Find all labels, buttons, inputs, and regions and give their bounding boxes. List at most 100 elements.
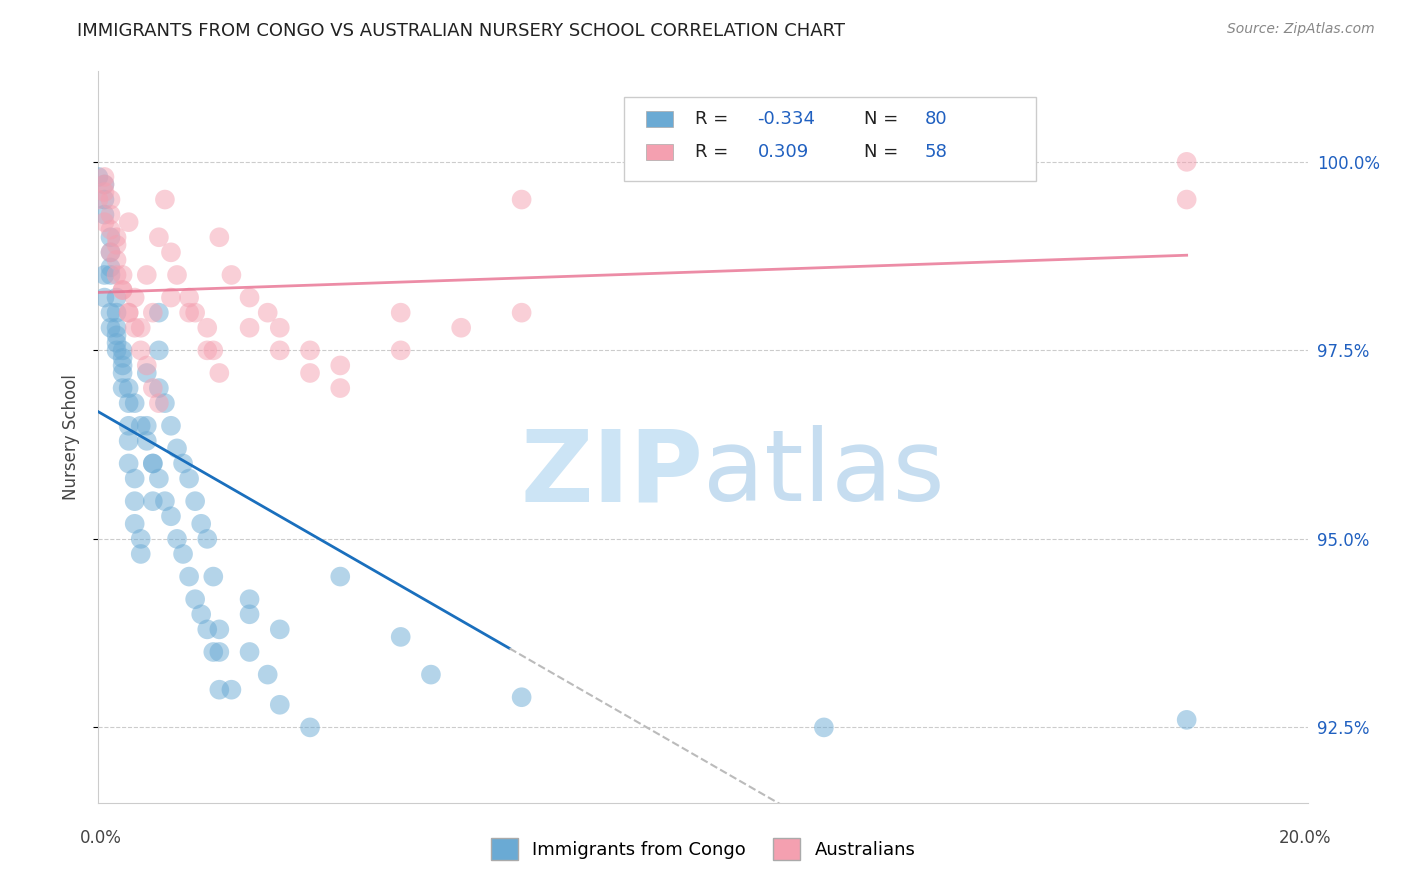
Point [172, 457, 194, 471]
Point [239, 607, 262, 622]
Point [124, 396, 146, 410]
Point [93, 193, 115, 207]
Point [202, 569, 225, 583]
Point [124, 471, 146, 485]
Point [239, 291, 262, 305]
Point [93, 178, 115, 192]
Point [105, 291, 128, 305]
Point [124, 320, 146, 334]
Point [118, 418, 141, 433]
Point [239, 645, 262, 659]
Point [450, 320, 472, 334]
Point [129, 320, 152, 334]
Point [118, 381, 141, 395]
Point [100, 245, 122, 260]
Point [510, 306, 533, 320]
Point [1175, 154, 1198, 169]
Point [195, 532, 218, 546]
Point [190, 607, 212, 622]
Point [166, 268, 188, 282]
Point [93, 169, 115, 184]
Point [118, 215, 141, 229]
Point [160, 291, 183, 305]
Point [208, 645, 231, 659]
Point [153, 193, 176, 207]
Point [184, 306, 207, 320]
Point [221, 682, 243, 697]
Point [166, 442, 188, 456]
Point [148, 343, 170, 358]
Point [93, 268, 115, 282]
Point [148, 396, 170, 410]
Text: R =: R = [695, 110, 734, 128]
Point [160, 245, 183, 260]
Point [329, 569, 352, 583]
Point [100, 245, 122, 260]
Point [148, 381, 170, 395]
Point [269, 623, 291, 637]
Point [813, 720, 835, 734]
Bar [647, 144, 673, 160]
Point [510, 690, 533, 705]
Point [111, 366, 134, 380]
Point [111, 359, 134, 373]
Point [160, 418, 183, 433]
Bar [647, 111, 673, 127]
Point [105, 343, 128, 358]
Point [100, 193, 122, 207]
Point [179, 291, 201, 305]
Point [135, 268, 157, 282]
Point [208, 366, 231, 380]
Point [100, 208, 122, 222]
Point [87, 193, 110, 207]
Point [299, 720, 322, 734]
Point [135, 359, 157, 373]
Point [118, 306, 141, 320]
Point [239, 320, 262, 334]
Point [420, 667, 443, 681]
Point [93, 208, 115, 222]
Point [118, 306, 141, 320]
Point [239, 592, 262, 607]
Point [111, 343, 134, 358]
Point [93, 215, 115, 229]
Point [142, 381, 165, 395]
Point [389, 306, 412, 320]
Point [389, 630, 412, 644]
Y-axis label: Nursery School: Nursery School [62, 374, 80, 500]
Point [135, 366, 157, 380]
Point [129, 547, 152, 561]
Point [208, 230, 231, 244]
Point [148, 230, 170, 244]
Text: atlas: atlas [703, 425, 945, 522]
Point [256, 667, 278, 681]
Point [118, 434, 141, 448]
Point [510, 193, 533, 207]
Text: 58: 58 [924, 143, 948, 161]
Point [195, 320, 218, 334]
Point [135, 434, 157, 448]
Point [179, 471, 201, 485]
Point [195, 623, 218, 637]
Point [118, 457, 141, 471]
Point [135, 418, 157, 433]
Point [124, 291, 146, 305]
Point [153, 396, 176, 410]
Point [256, 306, 278, 320]
Point [111, 268, 134, 282]
Point [329, 359, 352, 373]
Point [195, 343, 218, 358]
Point [166, 532, 188, 546]
Point [100, 268, 122, 282]
Point [299, 366, 322, 380]
Point [129, 532, 152, 546]
Text: IMMIGRANTS FROM CONGO VS AUSTRALIAN NURSERY SCHOOL CORRELATION CHART: IMMIGRANTS FROM CONGO VS AUSTRALIAN NURS… [77, 22, 845, 40]
Point [124, 494, 146, 508]
Point [208, 682, 231, 697]
Point [129, 418, 152, 433]
Text: ZIP: ZIP [520, 425, 703, 522]
Point [118, 396, 141, 410]
Point [202, 645, 225, 659]
Point [105, 230, 128, 244]
Point [105, 320, 128, 334]
